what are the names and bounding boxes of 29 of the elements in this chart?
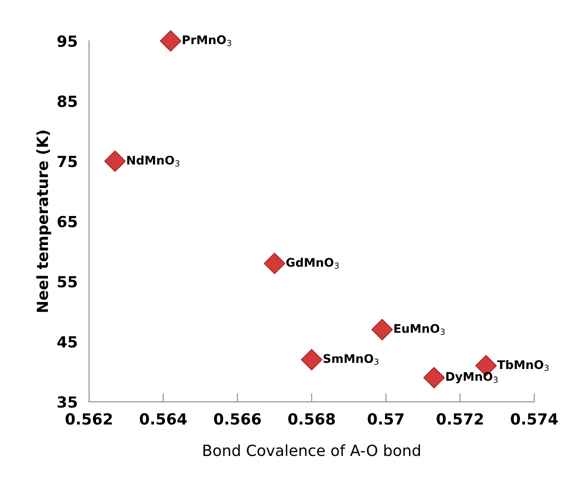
annotation: GdMnO$_{3}$ [286,258,339,269]
point [264,252,286,274]
x-tick-label: 0.57 [368,413,404,425]
annotation: DyMnO$_{3}$ [446,372,498,384]
y-tick-label: 85 [58,96,77,108]
x-tick-label: 0.564 [140,413,187,425]
y-tick-label: 35 [58,396,77,408]
point [160,30,182,52]
x-tick-label: 0.566 [214,413,261,425]
annotation: SmMnO$_{3}$ [324,354,378,365]
annotation: PrMnO$_{3}$ [182,35,232,46]
point [423,366,445,388]
annotation: EuMnO$_{3}$ [394,324,445,335]
y-tick-label: 45 [57,336,77,348]
y-tick-label: 75 [58,156,77,168]
x-tick-label: 0.572 [436,413,483,425]
point [371,318,393,340]
point [104,150,126,172]
x-tick-label: 0.562 [66,413,112,425]
x-tick-label: 0.568 [288,413,335,425]
y-axis-title: Neel temperature (K) [36,130,52,312]
x-axis-title: Bond Covalence of A-O bond [203,444,420,456]
annotation: TbMnO$_{3}$ [497,360,549,371]
x-tick-label: 0.574 [510,413,558,425]
y-tick-label: 95 [57,35,77,47]
point [300,348,322,370]
annotation: NdMnO$_{3}$ [127,155,180,167]
y-tick-label: 55 [58,276,77,288]
y-tick-label: 65 [58,216,77,228]
